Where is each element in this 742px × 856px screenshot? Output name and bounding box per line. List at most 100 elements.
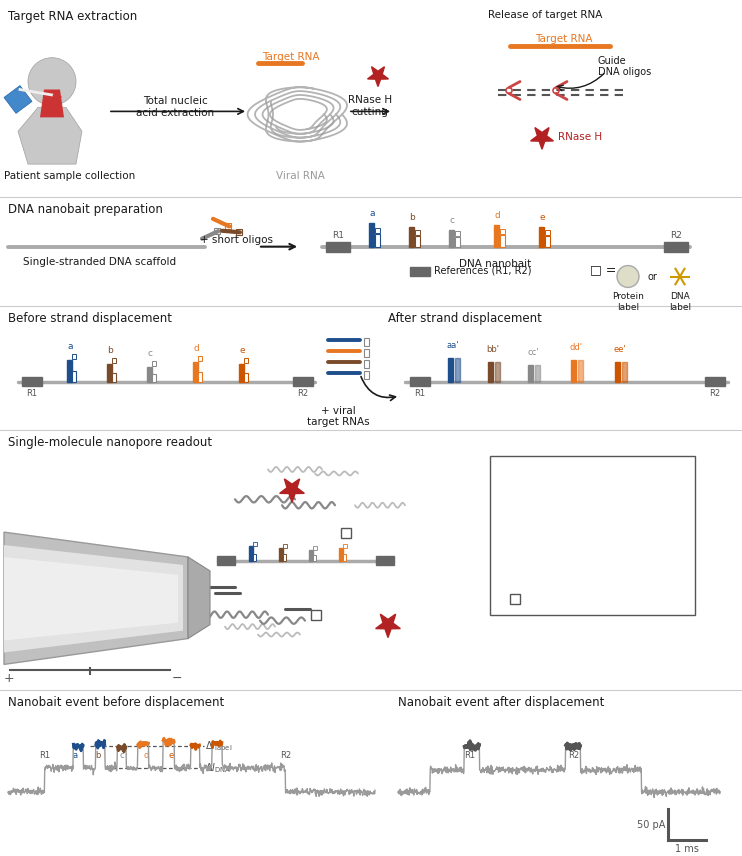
Bar: [545, 229, 550, 235]
Bar: [375, 234, 380, 247]
Text: Target RNA: Target RNA: [535, 34, 593, 44]
Bar: [198, 372, 202, 382]
Text: Total nucleic
acid extraction: Total nucleic acid extraction: [136, 97, 214, 118]
Bar: [283, 555, 286, 561]
Text: Protein
label: Protein label: [612, 293, 644, 312]
Text: RNA
(human, viral): RNA (human, viral): [550, 467, 620, 488]
Text: $\Delta I_{\rm DNA}$: $\Delta I_{\rm DNA}$: [205, 761, 232, 775]
Text: Guide
DNA oligos: Guide DNA oligos: [598, 56, 651, 77]
Text: a: a: [370, 209, 375, 217]
Text: After strand displacement: After strand displacement: [388, 312, 542, 325]
Bar: [72, 371, 76, 382]
Bar: [217, 556, 235, 566]
Bar: [490, 455, 695, 615]
Bar: [72, 354, 76, 359]
Text: c: c: [148, 349, 153, 358]
Bar: [500, 229, 505, 234]
Bar: [198, 356, 202, 361]
Text: d: d: [193, 344, 199, 353]
Text: DNA (human): DNA (human): [550, 504, 617, 514]
Bar: [410, 377, 430, 386]
Text: Before strand displacement: Before strand displacement: [8, 312, 172, 325]
Text: + short oligos: + short oligos: [200, 235, 274, 245]
Bar: [67, 360, 72, 382]
Text: Label: Label: [550, 594, 577, 603]
Bar: [112, 358, 116, 363]
Circle shape: [28, 57, 76, 105]
Bar: [244, 358, 248, 363]
Bar: [664, 241, 688, 252]
Bar: [535, 365, 540, 382]
Text: DNA
label: DNA label: [669, 293, 691, 312]
Polygon shape: [280, 479, 304, 502]
Text: Target RNA: Target RNA: [262, 51, 320, 62]
Bar: [311, 609, 321, 620]
Text: b: b: [409, 213, 415, 222]
Bar: [22, 377, 42, 386]
Text: e: e: [539, 213, 545, 222]
Bar: [341, 528, 351, 538]
Bar: [415, 235, 420, 247]
Bar: [410, 266, 430, 276]
Bar: [107, 364, 112, 382]
Bar: [249, 546, 253, 561]
Bar: [253, 542, 257, 546]
Text: RNase H: RNase H: [558, 133, 602, 142]
Text: Release of target RNA: Release of target RNA: [488, 10, 603, 20]
Bar: [578, 360, 583, 382]
Text: e: e: [239, 346, 245, 355]
Bar: [283, 544, 287, 548]
Text: Nanobait event before displacement: Nanobait event before displacement: [8, 696, 224, 710]
Text: R1: R1: [415, 389, 426, 398]
Bar: [339, 548, 343, 561]
Bar: [615, 362, 620, 382]
Text: d: d: [143, 751, 148, 760]
Polygon shape: [188, 557, 210, 639]
Polygon shape: [4, 545, 183, 652]
Text: Nanobait event after displacement: Nanobait event after displacement: [398, 696, 605, 710]
Bar: [528, 365, 533, 382]
Polygon shape: [510, 561, 530, 579]
Bar: [539, 227, 544, 247]
Bar: [226, 223, 232, 229]
Bar: [309, 550, 313, 561]
Bar: [112, 373, 116, 382]
Bar: [152, 374, 156, 382]
Text: R2: R2: [298, 389, 309, 398]
Text: b: b: [107, 346, 113, 355]
Text: Single-molecule nanopore readout: Single-molecule nanopore readout: [8, 436, 212, 449]
Polygon shape: [4, 557, 178, 640]
Bar: [152, 361, 156, 366]
Bar: [147, 367, 152, 382]
Text: + viral
target RNAs: + viral target RNAs: [306, 406, 370, 427]
Bar: [510, 594, 520, 603]
Bar: [488, 362, 493, 382]
Bar: [415, 229, 420, 235]
Bar: [364, 349, 369, 357]
Text: 50 pA: 50 pA: [637, 819, 665, 829]
Text: R2: R2: [280, 751, 291, 760]
Bar: [705, 377, 725, 386]
Bar: [622, 362, 627, 382]
Text: □ =: □ =: [590, 264, 617, 276]
Text: 1 ms: 1 ms: [675, 844, 699, 854]
Text: a: a: [68, 342, 73, 351]
Bar: [279, 548, 283, 561]
Polygon shape: [367, 67, 389, 86]
Bar: [253, 554, 256, 561]
Bar: [571, 360, 576, 382]
Text: c: c: [119, 751, 124, 760]
Bar: [364, 338, 369, 346]
Bar: [449, 229, 454, 247]
Bar: [364, 371, 369, 379]
Text: Target RNA extraction: Target RNA extraction: [8, 10, 137, 23]
Bar: [455, 358, 460, 382]
Text: ee': ee': [614, 345, 626, 354]
Polygon shape: [531, 128, 554, 149]
Polygon shape: [375, 614, 401, 638]
Bar: [375, 228, 380, 233]
Bar: [293, 377, 313, 386]
Bar: [236, 229, 242, 235]
Text: Patient sample collection: Patient sample collection: [4, 171, 135, 181]
Text: Single-stranded DNA scaffold: Single-stranded DNA scaffold: [24, 257, 177, 266]
